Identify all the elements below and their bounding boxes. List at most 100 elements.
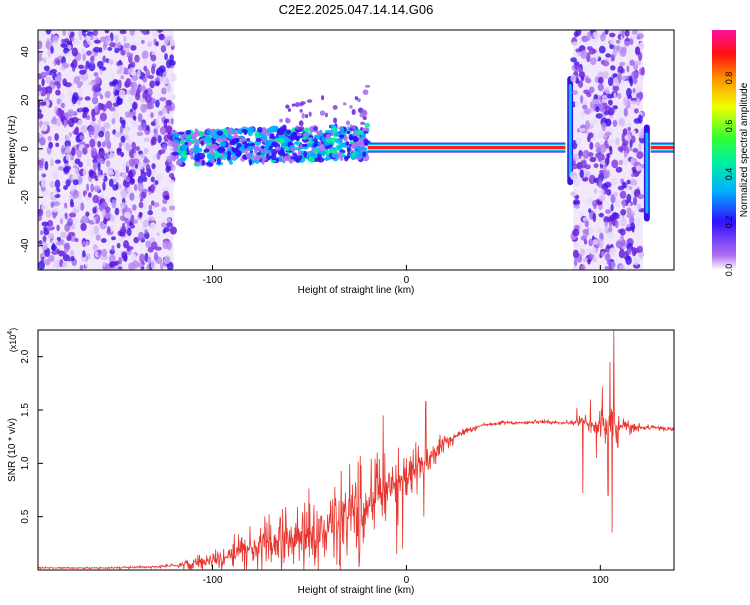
band-outlier [345, 120, 350, 126]
noise-blob [152, 30, 159, 38]
noise-blob [108, 254, 116, 264]
noise-blob [170, 72, 177, 82]
noise-blob [169, 226, 177, 235]
noise-blob [71, 147, 76, 156]
noise-blob [69, 249, 75, 257]
noise-blob [164, 53, 168, 61]
noise-blob [132, 260, 139, 269]
band-blob [303, 150, 308, 158]
noise-blob [631, 100, 637, 105]
noise-blob [112, 110, 119, 120]
noise-blob [80, 202, 85, 211]
noise-blob [158, 33, 165, 41]
noise-blob [640, 74, 644, 82]
noise-blob [104, 206, 111, 213]
noise-blob [633, 180, 638, 186]
noise-blob [147, 74, 155, 80]
band-blob [256, 132, 260, 139]
band-blob [206, 153, 213, 160]
noise-blob [572, 249, 579, 259]
noise-blob [93, 225, 100, 235]
noise-blob [165, 118, 170, 123]
noise-blob [616, 72, 623, 82]
noise-blob [120, 135, 126, 143]
band-blob [317, 150, 326, 155]
noise-blob [55, 89, 61, 96]
noise-blob [619, 190, 627, 199]
noise-blob [49, 193, 54, 199]
noise-blob [79, 89, 83, 98]
noise-blob [91, 96, 99, 105]
noise-blob [82, 147, 88, 155]
band-outlier [324, 112, 329, 118]
noise-blob [115, 97, 123, 106]
noise-blob [42, 235, 47, 243]
noise-blob [102, 261, 106, 268]
noise-blob [588, 86, 595, 94]
noise-blob [83, 42, 89, 47]
band-outlier [332, 104, 338, 110]
noise-blob [578, 71, 586, 79]
noise-blob [135, 146, 140, 151]
noise-blob [147, 216, 156, 222]
band-blob [257, 126, 264, 133]
band-outlier [364, 84, 371, 88]
band-blob [214, 152, 219, 160]
noise-blob [623, 96, 629, 106]
noise-blob [607, 93, 614, 99]
noise-blob [114, 47, 120, 54]
band-outlier [306, 99, 313, 103]
noise-blob [38, 56, 43, 62]
noise-blob [116, 171, 120, 181]
band-blob [180, 144, 188, 152]
noise-blob [618, 249, 626, 259]
noise-blob [69, 212, 77, 218]
band-outlier [349, 105, 353, 109]
noise-blob [66, 217, 74, 227]
noise-blob [150, 260, 155, 269]
noise-blob [139, 98, 147, 103]
noise-blob [137, 113, 143, 123]
noise-blob [90, 183, 94, 193]
noise-blob [52, 200, 61, 207]
noise-blob [158, 65, 166, 73]
noise-blob [38, 260, 45, 270]
band-blob [362, 127, 369, 132]
noise-blob [608, 32, 616, 38]
noise-blob [149, 168, 157, 177]
band-blob [242, 155, 247, 160]
noise-blob [617, 92, 622, 99]
band-blob [274, 146, 282, 151]
noise-blob [40, 256, 45, 263]
noise-blob [623, 107, 628, 117]
noise-blob [148, 186, 152, 192]
band-outlier [357, 98, 361, 103]
band-outlier [287, 108, 292, 112]
noise-blob [97, 250, 101, 257]
noise-blob [77, 161, 83, 168]
noise-blob [572, 266, 578, 270]
noise-blob [104, 212, 111, 219]
band-blob [246, 145, 254, 151]
noise-blob [127, 139, 133, 145]
noise-blob [573, 204, 580, 209]
noise-blob [160, 44, 167, 53]
band-blob [278, 155, 282, 163]
noise-blob [98, 157, 104, 164]
colorbar: 0.0 0.2 0.4 0.6 0.8 Normalized spectral ampl… [712, 30, 750, 276]
noise-blob [571, 163, 578, 170]
noise-blob [132, 101, 138, 110]
noise-blob [59, 215, 66, 220]
spectrogram-y-tick-label: -40 [20, 238, 31, 253]
noise-blob [95, 91, 102, 96]
band-blob [171, 151, 179, 156]
noise-blob [592, 98, 600, 105]
band-blob [201, 159, 205, 166]
spectrogram-image [38, 30, 674, 270]
tone-core [650, 145, 674, 150]
noise-blob [617, 65, 624, 74]
noise-blob [598, 238, 604, 249]
noise-blob [630, 222, 636, 230]
noise-blob [116, 69, 121, 75]
noise-blob [116, 147, 122, 153]
